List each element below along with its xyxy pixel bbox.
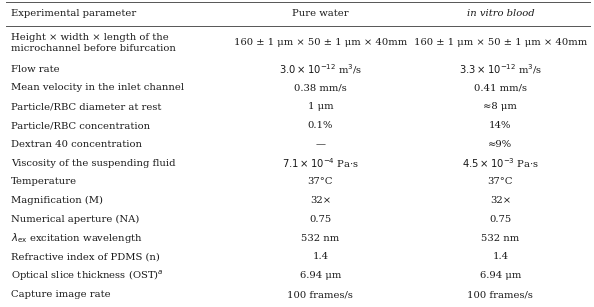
Text: 100 frames/s: 100 frames/s: [287, 290, 353, 299]
Text: $3.3 \times 10^{-12}$ m$^3$/s: $3.3 \times 10^{-12}$ m$^3$/s: [459, 62, 542, 76]
Text: ≈8 μm: ≈8 μm: [484, 102, 517, 111]
Text: Particle/RBC concentration: Particle/RBC concentration: [11, 121, 150, 130]
Text: 32×: 32×: [490, 196, 511, 205]
Text: —: —: [315, 140, 326, 149]
Text: $4.5 \times 10^{-3}$ Pa·s: $4.5 \times 10^{-3}$ Pa·s: [462, 156, 539, 170]
Text: Mean velocity in the inlet channel: Mean velocity in the inlet channel: [11, 84, 184, 92]
Text: Dextran 40 concentration: Dextran 40 concentration: [11, 140, 141, 149]
Text: 32×: 32×: [310, 196, 331, 205]
Text: $\lambda_{\mathrm{ex}}$ excitation wavelength: $\lambda_{\mathrm{ex}}$ excitation wavel…: [11, 231, 143, 245]
Text: $3.0 \times 10^{-12}$ m$^3$/s: $3.0 \times 10^{-12}$ m$^3$/s: [279, 62, 362, 76]
Text: 37°C: 37°C: [488, 177, 513, 186]
Text: Numerical aperture (NA): Numerical aperture (NA): [11, 215, 139, 224]
Text: ≈9%: ≈9%: [488, 140, 513, 149]
Text: 0.1%: 0.1%: [308, 121, 333, 130]
Text: 0.75: 0.75: [309, 215, 331, 224]
Text: 6.94 μm: 6.94 μm: [479, 271, 521, 280]
Text: Flow rate: Flow rate: [11, 65, 59, 74]
Text: $7.1 \times 10^{-4}$ Pa·s: $7.1 \times 10^{-4}$ Pa·s: [282, 156, 359, 170]
Text: Pure water: Pure water: [292, 9, 349, 18]
Text: Optical slice thickness (OST)$^a$: Optical slice thickness (OST)$^a$: [11, 269, 163, 283]
Text: 160 ± 1 μm × 50 ± 1 μm × 40mm: 160 ± 1 μm × 50 ± 1 μm × 40mm: [234, 38, 407, 47]
Text: 0.41 mm/s: 0.41 mm/s: [474, 84, 527, 92]
Text: 1.4: 1.4: [312, 252, 328, 262]
Text: 1.4: 1.4: [492, 252, 508, 262]
Text: 160 ± 1 μm × 50 ± 1 μm × 40mm: 160 ± 1 μm × 50 ± 1 μm × 40mm: [413, 38, 587, 47]
Text: 0.38 mm/s: 0.38 mm/s: [294, 84, 347, 92]
Text: 532 nm: 532 nm: [481, 234, 520, 243]
Text: Height × width × length of the
microchannel before bifurcation: Height × width × length of the microchan…: [11, 33, 175, 53]
Text: Refractive index of PDMS (n): Refractive index of PDMS (n): [11, 252, 160, 262]
Text: Viscosity of the suspending fluid: Viscosity of the suspending fluid: [11, 159, 175, 168]
Text: 6.94 μm: 6.94 μm: [300, 271, 341, 280]
Text: Experimental parameter: Experimental parameter: [11, 9, 136, 18]
Text: in vitro blood: in vitro blood: [466, 9, 534, 18]
Text: 0.75: 0.75: [489, 215, 511, 224]
Text: Magnification (M): Magnification (M): [11, 196, 103, 205]
Text: 1 μm: 1 μm: [308, 102, 333, 111]
Text: Temperature: Temperature: [11, 177, 77, 186]
Text: 532 nm: 532 nm: [301, 234, 340, 243]
Text: 100 frames/s: 100 frames/s: [467, 290, 533, 299]
Text: Capture image rate: Capture image rate: [11, 290, 110, 299]
Text: 14%: 14%: [489, 121, 511, 130]
Text: 37°C: 37°C: [308, 177, 333, 186]
Text: Particle/RBC diameter at rest: Particle/RBC diameter at rest: [11, 102, 161, 111]
